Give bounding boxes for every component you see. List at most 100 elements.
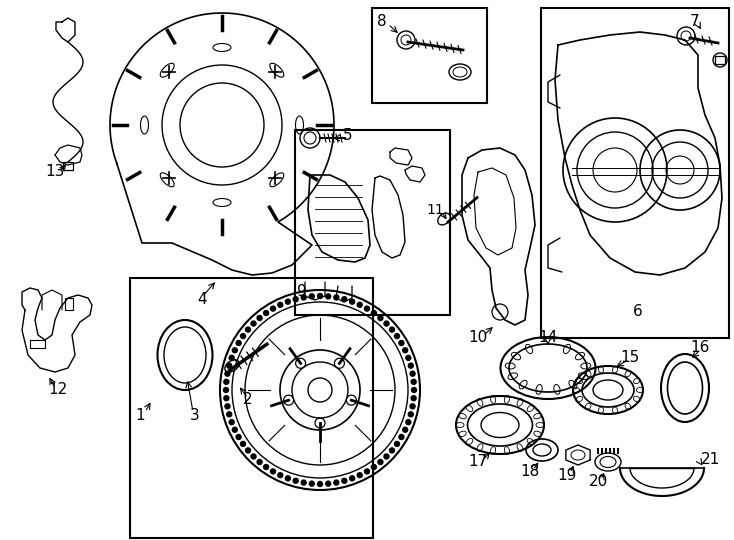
Bar xyxy=(30,340,45,348)
Bar xyxy=(63,162,73,170)
Circle shape xyxy=(241,334,245,339)
Circle shape xyxy=(408,363,413,368)
Text: 14: 14 xyxy=(538,330,558,346)
Circle shape xyxy=(293,478,298,483)
Circle shape xyxy=(232,348,237,353)
Circle shape xyxy=(677,27,695,45)
Circle shape xyxy=(371,464,377,469)
Circle shape xyxy=(309,294,314,299)
Circle shape xyxy=(318,482,322,487)
Circle shape xyxy=(277,302,283,307)
Circle shape xyxy=(365,306,369,311)
Circle shape xyxy=(264,310,269,315)
Text: 15: 15 xyxy=(620,350,639,366)
Circle shape xyxy=(411,396,416,401)
Circle shape xyxy=(403,348,407,353)
Text: 21: 21 xyxy=(700,453,719,468)
Circle shape xyxy=(412,388,416,393)
Circle shape xyxy=(245,448,250,453)
Circle shape xyxy=(349,476,355,481)
Text: 6: 6 xyxy=(633,305,643,320)
Bar xyxy=(541,8,729,338)
Circle shape xyxy=(334,295,339,300)
Text: 1: 1 xyxy=(135,408,145,422)
Circle shape xyxy=(301,480,306,485)
Circle shape xyxy=(225,404,230,409)
Circle shape xyxy=(251,454,256,459)
Circle shape xyxy=(411,379,416,384)
Text: 3: 3 xyxy=(190,408,200,422)
Circle shape xyxy=(394,441,399,447)
Text: 4: 4 xyxy=(197,293,207,307)
Circle shape xyxy=(286,299,291,304)
Circle shape xyxy=(309,481,314,486)
Text: 20: 20 xyxy=(589,475,608,489)
Circle shape xyxy=(410,371,415,376)
Circle shape xyxy=(384,454,389,459)
Circle shape xyxy=(349,299,355,304)
Circle shape xyxy=(397,31,415,49)
Circle shape xyxy=(357,472,362,478)
Circle shape xyxy=(301,295,306,300)
Bar xyxy=(130,278,373,538)
Circle shape xyxy=(326,294,331,299)
Circle shape xyxy=(236,435,241,440)
Circle shape xyxy=(334,480,339,485)
Circle shape xyxy=(223,388,228,393)
Circle shape xyxy=(271,306,275,311)
Text: 19: 19 xyxy=(557,468,577,483)
Text: 10: 10 xyxy=(468,330,487,346)
Text: 12: 12 xyxy=(48,382,68,397)
Circle shape xyxy=(410,404,415,409)
Ellipse shape xyxy=(225,360,239,372)
Circle shape xyxy=(403,427,407,432)
Circle shape xyxy=(399,341,404,346)
Circle shape xyxy=(236,341,241,346)
Text: 18: 18 xyxy=(520,464,539,480)
Text: 16: 16 xyxy=(690,341,710,355)
Circle shape xyxy=(371,310,377,315)
Circle shape xyxy=(378,460,383,464)
Circle shape xyxy=(406,355,411,360)
Circle shape xyxy=(378,315,383,321)
Circle shape xyxy=(271,469,275,474)
Circle shape xyxy=(390,327,394,332)
Text: 8: 8 xyxy=(377,15,387,30)
Circle shape xyxy=(318,294,322,299)
Bar xyxy=(295,130,450,315)
Circle shape xyxy=(286,476,291,481)
Circle shape xyxy=(257,460,262,464)
Circle shape xyxy=(229,420,234,424)
Circle shape xyxy=(384,321,389,326)
Circle shape xyxy=(227,363,232,368)
Circle shape xyxy=(245,327,250,332)
Circle shape xyxy=(224,379,229,384)
Circle shape xyxy=(399,435,404,440)
Circle shape xyxy=(264,464,269,469)
Text: 17: 17 xyxy=(468,455,487,469)
Circle shape xyxy=(227,412,232,417)
Circle shape xyxy=(406,420,411,424)
Text: 2: 2 xyxy=(243,393,252,408)
Circle shape xyxy=(293,296,298,302)
Circle shape xyxy=(232,427,237,432)
Circle shape xyxy=(277,472,283,478)
Bar xyxy=(65,298,73,310)
Ellipse shape xyxy=(437,213,450,225)
Text: 7: 7 xyxy=(690,15,700,30)
Circle shape xyxy=(342,478,347,483)
Circle shape xyxy=(365,469,369,474)
Circle shape xyxy=(390,448,394,453)
Circle shape xyxy=(251,321,256,326)
Circle shape xyxy=(224,396,229,401)
Text: 13: 13 xyxy=(46,165,65,179)
Bar xyxy=(372,8,487,103)
Circle shape xyxy=(257,315,262,321)
Circle shape xyxy=(229,355,234,360)
Circle shape xyxy=(225,371,230,376)
Text: 9: 9 xyxy=(297,285,307,300)
Bar xyxy=(715,56,725,64)
Text: 5: 5 xyxy=(344,127,353,143)
Circle shape xyxy=(241,441,245,447)
Circle shape xyxy=(357,302,362,307)
